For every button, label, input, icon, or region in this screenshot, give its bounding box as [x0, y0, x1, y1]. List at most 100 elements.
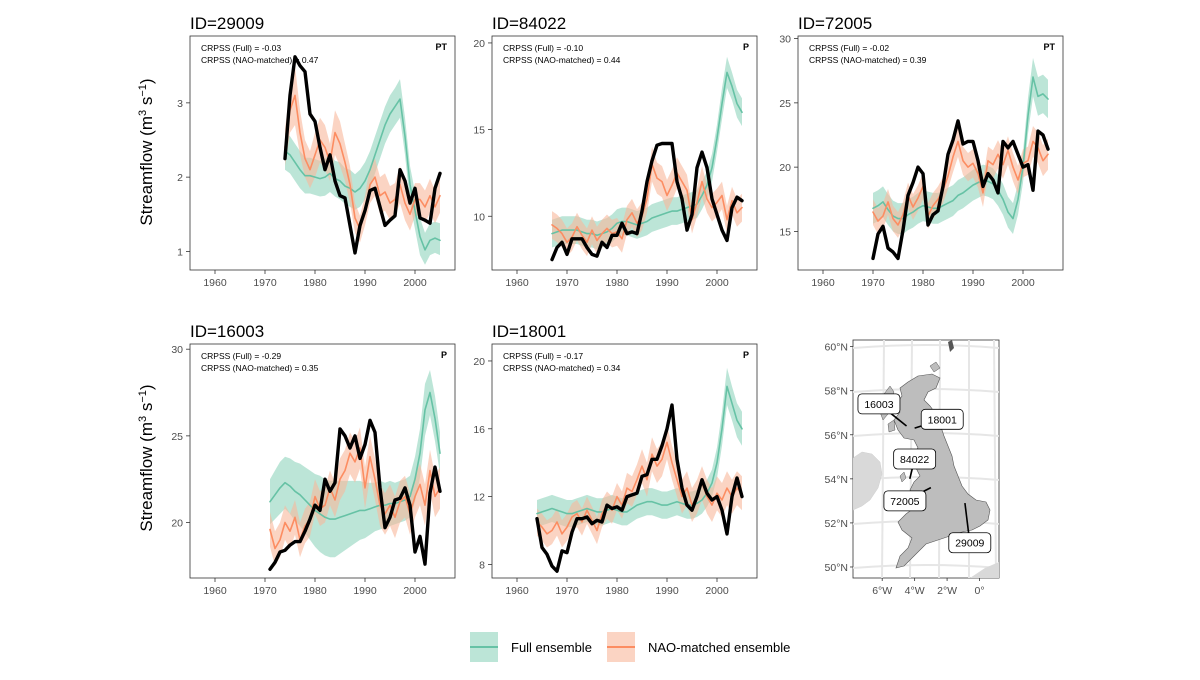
nao-ensemble-band	[285, 65, 440, 243]
x-tick-label: 1990	[353, 585, 377, 597]
station-label: 72005	[890, 496, 919, 508]
x-tick-label: 1970	[253, 585, 277, 597]
plot-area	[550, 56, 744, 262]
x-tick-label: 1960	[505, 585, 529, 597]
station-map: 16003 18001 84022 72005 29009 60°N 58°N 56°N 54…	[825, 339, 1000, 597]
chart-panel-1: ID=29009 1960 1970 1980 1990 2000 1 2 3 CRPSS (Fu…	[177, 14, 456, 289]
station-16003: 16003	[857, 393, 908, 427]
map-lon-label: 0°	[975, 585, 985, 597]
panel-title: ID=72005	[798, 14, 872, 33]
panel-frame	[491, 343, 758, 579]
full-ensemble-band	[285, 79, 440, 265]
ireland-landmass	[853, 451, 883, 511]
y-tick-label: 30	[171, 344, 183, 356]
y-tick-label: 25	[171, 431, 183, 443]
plot-area	[871, 57, 1050, 261]
station-label: 29009	[955, 538, 984, 550]
x-tick-label: 1980	[303, 277, 327, 289]
panel-title: ID=18001	[492, 322, 566, 341]
y-tick-label: 1	[177, 246, 183, 258]
observed-streamflow-line	[871, 119, 1050, 261]
crpss-nao-text: CRPSS (NAO-matched) = 0.34	[503, 363, 621, 373]
y-tick-label: 20	[473, 38, 485, 50]
map-lat-label: 52°N	[825, 518, 848, 530]
orkney-islands	[929, 361, 941, 373]
chart-panel-3: ID=72005 1960 1970 1980 1990 2000 15 20 25 30 CRPS…	[779, 14, 1064, 289]
isle-of-man	[899, 471, 907, 483]
x-tick-label: 1990	[655, 277, 679, 289]
predictor-badge: P	[743, 42, 749, 52]
y-axis-title-row1: Streamflow (m3 s−1)	[137, 78, 156, 225]
x-tick-label: 1990	[961, 277, 985, 289]
observed-streamflow-line	[268, 418, 442, 571]
predictor-badge: P	[441, 350, 447, 360]
x-tick-label: 1960	[203, 277, 227, 289]
nao-ensemble-mean-line	[872, 140, 1049, 226]
chart-panel-2: ID=84022 1960 1970 1980 1990 2000 10 15 20 CRPSS …	[473, 14, 758, 289]
y-tick-label: 20	[171, 518, 183, 530]
y-tick-label: 10	[473, 211, 485, 223]
y-axis-title-row2: Streamflow (m3 s−1)	[137, 384, 156, 531]
panel-title: ID=16003	[190, 322, 264, 341]
y-tick-label: 16	[473, 424, 485, 436]
x-tick-label: 1970	[861, 277, 885, 289]
map-lon-label: 2°W	[937, 585, 957, 597]
station-label: 18001	[928, 414, 957, 426]
x-tick-label: 1970	[253, 277, 277, 289]
station-label-box	[948, 532, 992, 554]
observed-streamflow-line	[535, 403, 744, 573]
station-18001: 18001	[914, 408, 964, 430]
map-lat-label: 58°N	[825, 386, 848, 398]
crpss-full-text: CRPSS (Full) = -0.03	[201, 43, 281, 53]
x-tick-label: 1990	[655, 585, 679, 597]
station-label-box	[883, 490, 927, 512]
plot-area	[268, 370, 442, 571]
map-lon-label: 4°W	[905, 585, 925, 597]
crpss-full-text: CRPSS (Full) = -0.02	[809, 43, 889, 53]
crpss-full-text: CRPSS (Full) = -0.29	[201, 351, 281, 361]
x-tick-label: 1980	[911, 277, 935, 289]
x-tick-label: 2000	[403, 585, 427, 597]
x-tick-label: 2000	[705, 277, 729, 289]
y-tick-label: 30	[779, 34, 791, 46]
france-landmass	[970, 562, 999, 578]
crpss-nao-text: CRPSS (NAO-matched) = 0.39	[809, 55, 927, 65]
x-tick-label: 1970	[555, 585, 579, 597]
station-72005: 72005	[883, 486, 932, 512]
x-tick-label: 1960	[811, 277, 835, 289]
full-ensemble-mean-line	[284, 98, 441, 251]
predictor-badge: PT	[435, 42, 447, 52]
panel-title: ID=84022	[492, 14, 566, 33]
plot-area	[535, 367, 744, 573]
station-label: 84022	[900, 454, 929, 466]
crpss-nao-text: CRPSS (NAO-matched) = 0.35	[201, 363, 319, 373]
x-tick-label: 1980	[303, 585, 327, 597]
x-tick-label: 1960	[203, 585, 227, 597]
y-tick-label: 20	[473, 356, 485, 368]
x-tick-label: 1970	[555, 277, 579, 289]
legend-nao-ensemble: NAO-matched ensemble	[607, 632, 790, 662]
station-label-box	[893, 448, 937, 470]
x-tick-label: 1960	[505, 277, 529, 289]
station-label-box	[920, 408, 964, 430]
x-tick-label: 2000	[403, 277, 427, 289]
y-tick-label: 15	[473, 125, 485, 137]
y-tick-label: 25	[779, 98, 791, 110]
panel-title: ID=29009	[190, 14, 264, 33]
map-lat-label: 50°N	[825, 562, 848, 574]
y-tick-label: 8	[479, 559, 485, 571]
station-label-box	[857, 393, 901, 415]
station-84022: 84022	[893, 448, 937, 480]
crpss-nao-text: CRPSS (NAO-matched) = 0.47	[201, 55, 319, 65]
station-29009: 29009	[948, 502, 992, 554]
legend-full-ensemble: Full ensemble	[470, 632, 592, 662]
shetland-islands	[948, 340, 954, 352]
x-tick-label: 1990	[353, 277, 377, 289]
station-label: 16003	[864, 399, 893, 411]
map-lat-label: 60°N	[825, 342, 848, 354]
y-tick-label: 20	[779, 162, 791, 174]
predictor-badge: P	[743, 350, 749, 360]
x-tick-label: 2000	[705, 585, 729, 597]
